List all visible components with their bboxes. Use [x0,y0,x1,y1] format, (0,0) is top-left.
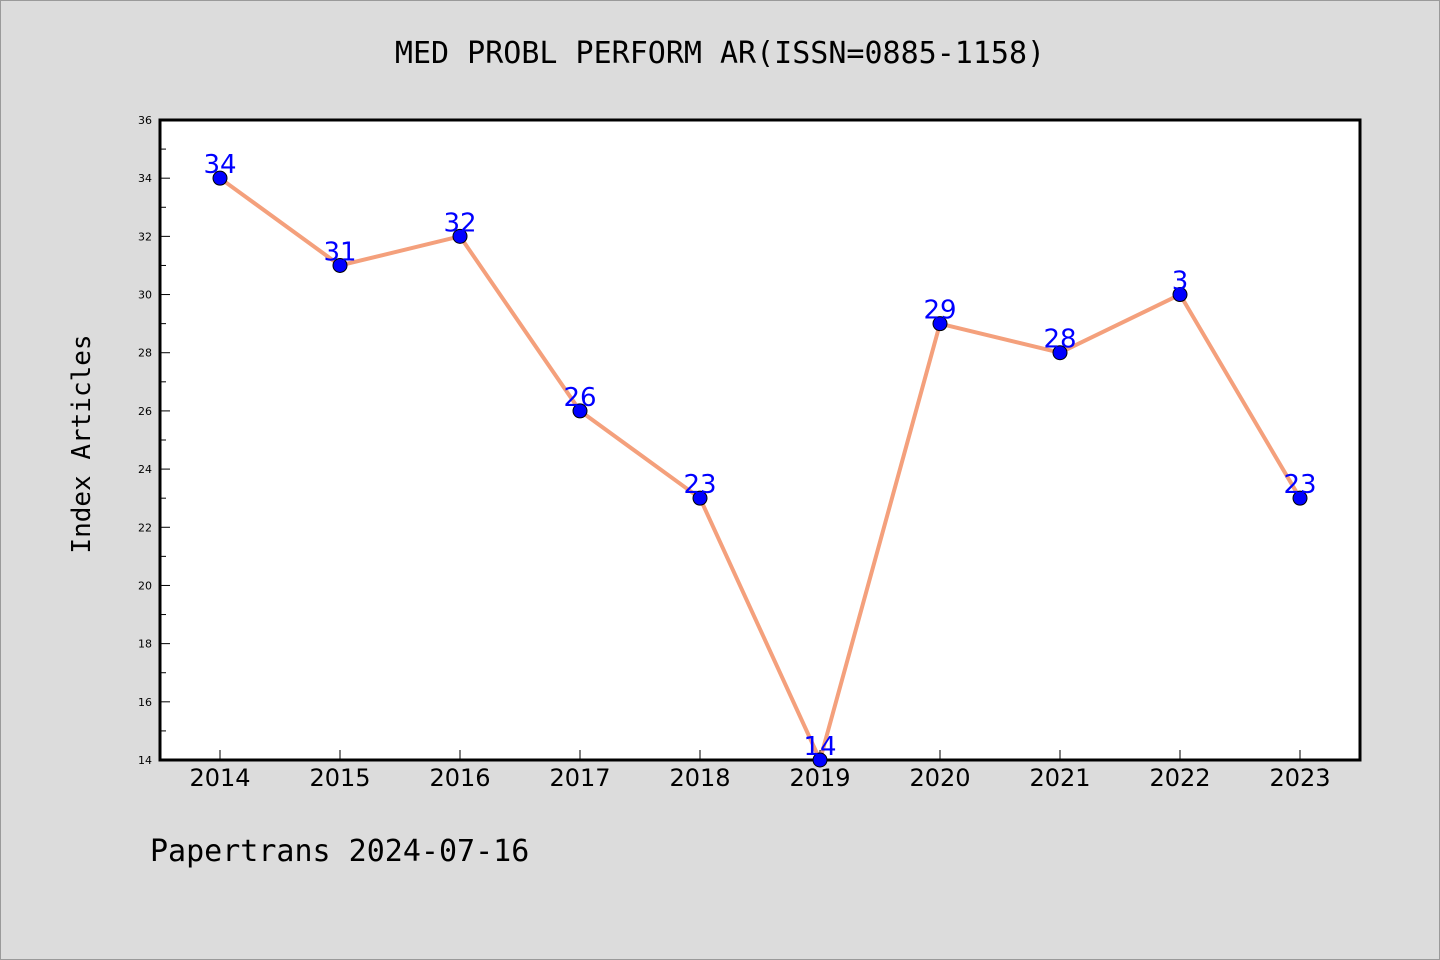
data-label: 34 [203,150,236,180]
data-label: 26 [563,383,596,413]
data-point [932,316,948,332]
data-point [332,257,348,273]
series-line [218,176,1302,762]
plot-area [158,118,1362,762]
y-tick-label: 22 [138,521,152,534]
chart-title: MED PROBL PERFORM AR(ISSN=0885-1158) [394,36,1046,71]
y-axis-label: Index Articles [67,334,97,553]
y-tick-label: 16 [138,696,152,709]
footer-text: Papertrans 2024-07-16 [150,834,530,869]
y-tick-label: 24 [138,463,152,476]
x-tick-label: 2014 [189,764,250,792]
data-label: 29 [923,296,956,326]
y-tick-label: 32 [138,230,152,243]
y-tick-label: 36 [138,114,152,127]
x-tick-label: 2019 [789,764,850,792]
data-point [212,170,228,186]
data-point [452,228,468,244]
data-label: 31 [323,237,356,267]
x-tick-label: 2021 [1029,764,1090,792]
y-tick-label: 14 [138,754,152,767]
data-markers [212,170,1308,768]
data-label: 28 [1043,325,1076,355]
y-tick-label: 18 [138,638,152,651]
data-point [1172,287,1188,303]
data-label: 14 [803,732,836,762]
x-tick-label: 2022 [1149,764,1210,792]
x-tick-label: 2018 [669,764,730,792]
data-point [692,490,708,506]
x-axis: 2014 2015 2016 2017 2018 2019 2020 2021 2022 2023 [189,750,1331,792]
x-tick-label: 2015 [309,764,370,792]
data-point [572,403,588,419]
data-point [812,752,828,768]
x-tick-label: 2023 [1269,764,1330,792]
x-tick-label: 2017 [549,764,610,792]
data-label: 32 [443,208,476,238]
x-tick-label: 2016 [429,764,490,792]
data-labels: 34 31 32 26 23 14 29 28 3 23 [203,150,1316,762]
data-point [1052,345,1068,361]
x-tick-label: 2020 [909,764,970,792]
y-tick-label: 28 [138,347,152,360]
data-label: 23 [683,470,716,500]
y-tick-label: 34 [138,172,152,185]
data-point [1292,490,1308,506]
y-tick-label: 20 [138,579,152,592]
data-label: 23 [1283,470,1316,500]
y-tick-label: 30 [138,289,152,302]
y-tick-label: 26 [138,405,152,418]
y-axis: 14 16 18 20 22 24 26 28 30 32 34 36 [138,114,170,767]
data-label: 3 [1172,267,1189,297]
